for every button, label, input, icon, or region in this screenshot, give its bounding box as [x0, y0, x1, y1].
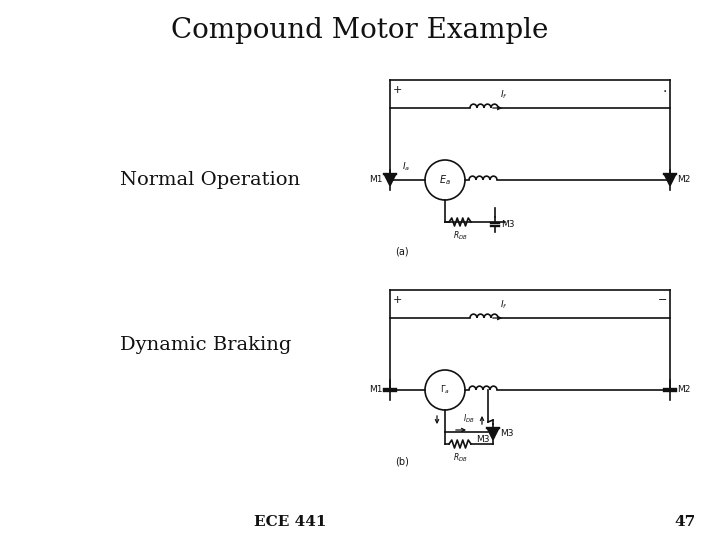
Text: $R_{DB}$: $R_{DB}$: [453, 230, 467, 242]
Text: −: −: [657, 295, 667, 305]
Text: Normal Operation: Normal Operation: [120, 171, 300, 189]
Text: ECE 441: ECE 441: [253, 515, 326, 529]
Text: Dynamic Braking: Dynamic Braking: [120, 336, 292, 354]
Text: $I_f$: $I_f$: [500, 299, 508, 311]
Text: M2: M2: [678, 386, 691, 395]
Text: $I_f$: $I_f$: [500, 89, 508, 101]
Text: +: +: [393, 295, 402, 305]
Text: M1: M1: [369, 386, 382, 395]
Text: Compound Motor Example: Compound Motor Example: [171, 17, 549, 44]
Text: $I_a$: $I_a$: [402, 160, 410, 173]
Text: $E_a$: $E_a$: [439, 173, 451, 187]
Text: +: +: [393, 85, 402, 95]
Text: M3: M3: [501, 220, 515, 229]
Text: $R_{DB}$: $R_{DB}$: [453, 452, 467, 464]
Polygon shape: [665, 174, 675, 186]
Polygon shape: [384, 174, 395, 186]
Text: M2: M2: [678, 176, 691, 185]
Text: M3: M3: [476, 435, 490, 444]
Text: M1: M1: [369, 176, 382, 185]
Text: ·: ·: [662, 85, 667, 99]
Text: (b): (b): [395, 457, 409, 467]
Text: M3: M3: [500, 429, 514, 438]
Text: 47: 47: [675, 515, 696, 529]
Text: (a): (a): [395, 247, 409, 257]
Text: $\Gamma_a$: $\Gamma_a$: [440, 384, 450, 396]
Text: $I_{DB}$: $I_{DB}$: [463, 413, 474, 425]
Polygon shape: [487, 428, 498, 440]
